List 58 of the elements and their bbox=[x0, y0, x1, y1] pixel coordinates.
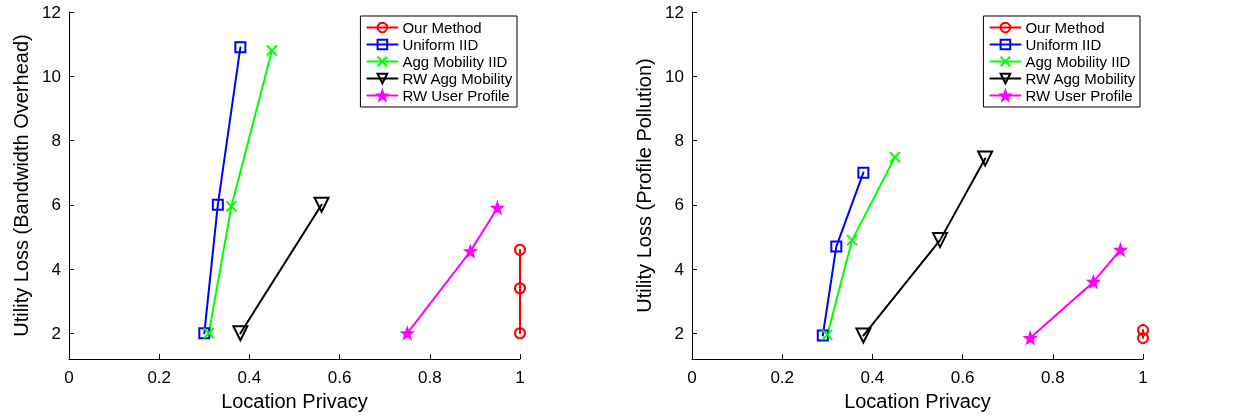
y-tick-label: 8 bbox=[674, 131, 684, 151]
y-tick-label: 12 bbox=[42, 2, 61, 22]
legend-label: Agg Mobility IID bbox=[1025, 53, 1131, 70]
y-tick-label: 6 bbox=[674, 195, 684, 215]
y-tick-label: 2 bbox=[51, 323, 61, 343]
x-tick-label: 0.4 bbox=[237, 368, 262, 387]
legend-label: RW Agg Mobility bbox=[1025, 70, 1136, 87]
legend-label: RW Agg Mobility bbox=[402, 70, 513, 87]
point bbox=[830, 240, 843, 253]
point bbox=[202, 327, 215, 340]
x-tick-label: 1 bbox=[515, 368, 525, 387]
point bbox=[816, 329, 829, 342]
y-tick-label: 10 bbox=[665, 66, 684, 86]
y-tick-label: 6 bbox=[51, 195, 61, 215]
legend-label: Uniform IID bbox=[1025, 36, 1102, 53]
point bbox=[225, 200, 238, 213]
legend-label: Our Method bbox=[402, 19, 482, 36]
x-tick-label: 0.8 bbox=[1040, 368, 1065, 387]
point bbox=[265, 44, 278, 57]
y-tick-label: 4 bbox=[51, 259, 61, 279]
point bbox=[1137, 332, 1149, 345]
y-axis-title: Utility Loss (Profile Pollution) bbox=[633, 58, 655, 313]
legend-label: Agg Mobility IID bbox=[402, 53, 508, 70]
point bbox=[514, 282, 526, 295]
x-axis-title: Location Privacy bbox=[221, 389, 368, 412]
x-tick-label: 0.2 bbox=[147, 368, 172, 387]
point bbox=[888, 151, 901, 164]
y-tick-label: 4 bbox=[674, 259, 684, 279]
point bbox=[821, 328, 834, 341]
x-tick-label: 0 bbox=[687, 368, 697, 387]
point bbox=[977, 150, 994, 167]
x-tick-label: 0.4 bbox=[860, 368, 885, 387]
y-axis-title: Utility Loss (Bandwidth Overhead) bbox=[10, 34, 32, 337]
point bbox=[198, 327, 211, 340]
legend-label: RW User Profile bbox=[1025, 87, 1133, 104]
x-tick-label: 1 bbox=[1138, 368, 1148, 387]
y-tick-label: 8 bbox=[51, 131, 61, 151]
point bbox=[211, 198, 224, 211]
point bbox=[1137, 324, 1149, 337]
legend-label: Uniform IID bbox=[402, 36, 479, 53]
point bbox=[234, 41, 247, 54]
point bbox=[857, 166, 870, 179]
x-tick-label: 0.6 bbox=[950, 368, 975, 387]
y-tick-label: 10 bbox=[42, 66, 61, 86]
legend-label: Our Method bbox=[1025, 19, 1105, 36]
x-tick-label: 0.2 bbox=[770, 368, 795, 387]
point bbox=[514, 327, 526, 340]
point bbox=[855, 327, 872, 344]
x-tick-label: 0.6 bbox=[327, 368, 352, 387]
legend-label: RW User Profile bbox=[402, 87, 510, 104]
point bbox=[514, 243, 526, 256]
point bbox=[846, 234, 859, 247]
x-tick-label: 0 bbox=[64, 368, 74, 387]
y-tick-label: 12 bbox=[665, 2, 684, 22]
point bbox=[932, 232, 949, 249]
x-axis-title: Location Privacy bbox=[844, 389, 991, 412]
x-tick-label: 0.8 bbox=[417, 368, 442, 387]
y-tick-label: 2 bbox=[674, 323, 684, 343]
